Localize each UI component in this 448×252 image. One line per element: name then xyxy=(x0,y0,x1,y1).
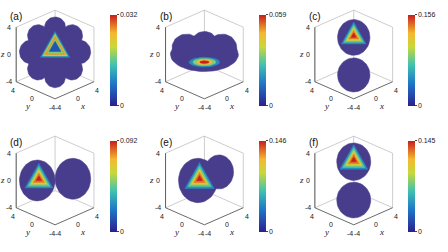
svg-text:(d): (d) xyxy=(10,137,22,148)
svg-text:0: 0 xyxy=(269,102,273,109)
svg-text:0.032: 0.032 xyxy=(120,11,138,18)
svg-text:0: 0 xyxy=(120,102,124,109)
svg-text:x: x xyxy=(379,101,384,111)
svg-text:0: 0 xyxy=(76,221,80,228)
svg-text:-4: -4 xyxy=(198,230,204,237)
svg-text:0: 0 xyxy=(418,102,422,109)
svg-text:-4: -4 xyxy=(49,104,55,111)
svg-text:0: 0 xyxy=(225,221,229,228)
svg-text:0: 0 xyxy=(30,221,34,228)
svg-text:-4: -4 xyxy=(155,204,161,211)
svg-text:0: 0 xyxy=(156,177,160,184)
svg-text:0: 0 xyxy=(7,51,11,58)
svg-text:0.156: 0.156 xyxy=(418,11,436,18)
svg-text:0: 0 xyxy=(269,228,273,235)
svg-text:0: 0 xyxy=(156,51,160,58)
svg-text:0: 0 xyxy=(180,95,184,102)
svg-text:-4: -4 xyxy=(55,104,61,111)
svg-text:y: y xyxy=(174,227,179,237)
svg-text:0.146: 0.146 xyxy=(269,137,287,144)
svg-text:-4: -4 xyxy=(6,204,12,211)
svg-text:0: 0 xyxy=(306,51,310,58)
svg-text:x: x xyxy=(80,101,85,111)
svg-text:z: z xyxy=(299,175,304,185)
svg-text:-4: -4 xyxy=(205,104,211,111)
svg-text:(b): (b) xyxy=(160,11,172,22)
svg-text:4: 4 xyxy=(11,213,15,220)
svg-text:z: z xyxy=(149,175,154,185)
svg-text:z: z xyxy=(0,175,5,185)
svg-text:-4: -4 xyxy=(347,230,353,237)
svg-text:4: 4 xyxy=(160,87,164,94)
svg-text:4: 4 xyxy=(160,213,164,220)
svg-text:4: 4 xyxy=(394,87,398,94)
svg-text:z: z xyxy=(299,49,304,59)
svg-text:4: 4 xyxy=(245,213,249,220)
svg-text:y: y xyxy=(25,101,30,111)
svg-text:(c): (c) xyxy=(309,11,321,22)
svg-text:4: 4 xyxy=(11,87,15,94)
svg-text:0: 0 xyxy=(329,95,333,102)
svg-text:-4: -4 xyxy=(305,204,311,211)
svg-text:4: 4 xyxy=(95,87,99,94)
svg-text:0: 0 xyxy=(418,228,422,235)
svg-text:0: 0 xyxy=(30,95,34,102)
svg-text:y: y xyxy=(324,227,329,237)
svg-text:0: 0 xyxy=(180,221,184,228)
svg-text:0: 0 xyxy=(7,177,11,184)
svg-text:0: 0 xyxy=(306,177,310,184)
svg-text:-4: -4 xyxy=(55,230,61,237)
svg-text:0: 0 xyxy=(374,95,378,102)
svg-text:-4: -4 xyxy=(347,104,353,111)
svg-text:0.059: 0.059 xyxy=(269,11,287,18)
svg-text:4: 4 xyxy=(394,213,398,220)
svg-text:-4: -4 xyxy=(305,78,311,85)
svg-text:-4: -4 xyxy=(155,78,161,85)
svg-text:y: y xyxy=(174,101,179,111)
svg-text:-4: -4 xyxy=(49,230,55,237)
svg-text:4: 4 xyxy=(156,24,160,31)
svg-text:-4: -4 xyxy=(205,230,211,237)
svg-text:4: 4 xyxy=(156,150,160,157)
svg-text:x: x xyxy=(80,227,85,237)
svg-text:-4: -4 xyxy=(6,78,12,85)
svg-text:4: 4 xyxy=(310,87,314,94)
svg-text:(a): (a) xyxy=(10,11,22,22)
svg-text:x: x xyxy=(379,227,384,237)
svg-text:z: z xyxy=(149,49,154,59)
svg-text:4: 4 xyxy=(245,87,249,94)
svg-text:0.092: 0.092 xyxy=(120,137,138,144)
svg-text:(e): (e) xyxy=(160,137,172,148)
svg-text:y: y xyxy=(324,101,329,111)
svg-text:4: 4 xyxy=(95,213,99,220)
svg-text:4: 4 xyxy=(310,213,314,220)
svg-text:-4: -4 xyxy=(198,104,204,111)
svg-text:0: 0 xyxy=(225,95,229,102)
svg-text:-4: -4 xyxy=(354,104,360,111)
svg-text:x: x xyxy=(229,227,234,237)
svg-text:y: y xyxy=(25,227,30,237)
svg-text:(f): (f) xyxy=(309,137,318,148)
svg-text:0: 0 xyxy=(120,228,124,235)
svg-text:4: 4 xyxy=(306,24,310,31)
svg-text:4: 4 xyxy=(306,150,310,157)
svg-text:0: 0 xyxy=(329,221,333,228)
svg-text:4: 4 xyxy=(7,24,11,31)
svg-text:x: x xyxy=(229,101,234,111)
svg-text:0.145: 0.145 xyxy=(418,137,436,144)
svg-text:z: z xyxy=(0,49,5,59)
svg-text:0: 0 xyxy=(76,95,80,102)
svg-text:-4: -4 xyxy=(354,230,360,237)
svg-text:0: 0 xyxy=(374,221,378,228)
svg-text:4: 4 xyxy=(7,150,11,157)
